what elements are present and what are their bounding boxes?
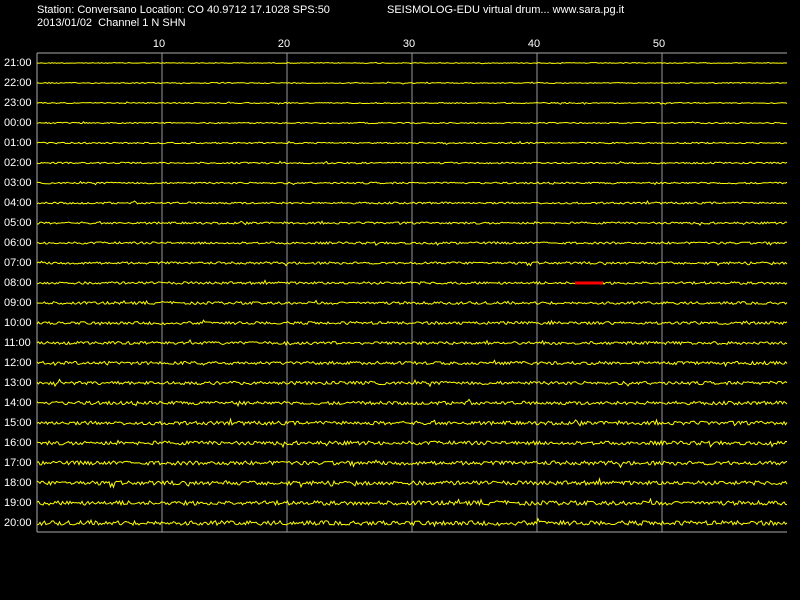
- hour-label: 21:00: [4, 57, 32, 69]
- seismic-trace: [36, 160, 788, 165]
- seismic-trace: [36, 378, 788, 388]
- hour-label: 13:00: [4, 377, 32, 389]
- hour-label: 11:00: [4, 337, 31, 349]
- hour-label: 15:00: [4, 417, 32, 429]
- seismic-trace: [36, 398, 788, 408]
- seismic-trace: [36, 260, 788, 267]
- minute-tick-label: 20: [278, 38, 290, 50]
- app-title: SEISMOLOG-EDU virtual drum... www.sara.p…: [387, 4, 624, 16]
- hour-label: 07:00: [4, 257, 32, 269]
- seismic-trace: [36, 459, 788, 469]
- seismic-trace: [36, 497, 788, 507]
- seismic-trace: [36, 439, 788, 449]
- hour-label: 06:00: [4, 237, 32, 249]
- seismic-trace: [36, 359, 788, 368]
- hour-label: 14:00: [4, 397, 32, 409]
- seismic-trace: [36, 220, 788, 226]
- hour-label: 23:00: [4, 97, 32, 109]
- seismic-trace: [36, 61, 788, 65]
- hour-label: 04:00: [4, 197, 32, 209]
- seismic-trace: [36, 279, 788, 286]
- hour-label: 00:00: [4, 117, 32, 129]
- seismic-trace: [36, 199, 788, 205]
- hour-label: 19:00: [4, 497, 32, 509]
- seismic-trace: [36, 517, 788, 528]
- hour-label: 02:00: [4, 157, 32, 169]
- seismic-trace: [36, 140, 788, 146]
- seismic-trace: [36, 81, 788, 85]
- hour-label: 16:00: [4, 437, 32, 449]
- station-info: Station: Conversano Location: CO 40.9712…: [37, 4, 330, 16]
- seismic-trace: [36, 319, 788, 326]
- minute-tick-label: 40: [528, 38, 540, 50]
- seismic-trace: [36, 241, 788, 247]
- seismic-trace: [36, 101, 788, 105]
- hour-label: 03:00: [4, 177, 32, 189]
- seismic-trace: [36, 476, 788, 489]
- hour-label: 08:00: [4, 277, 32, 289]
- date-channel: 2013/01/02 Channel 1 N SHN: [37, 17, 186, 29]
- seismic-trace: [36, 339, 788, 347]
- hour-label: 09:00: [4, 297, 32, 309]
- hour-label: 20:00: [4, 517, 32, 529]
- hour-label: 22:00: [4, 77, 32, 89]
- hour-label: 10:00: [4, 317, 32, 329]
- minute-tick-label: 10: [153, 38, 165, 50]
- minute-tick-label: 30: [403, 38, 415, 50]
- seismic-trace: [36, 180, 788, 186]
- hour-label: 17:00: [4, 457, 32, 469]
- minute-tick-label: 50: [653, 38, 665, 50]
- hour-label: 18:00: [4, 477, 32, 489]
- seismic-trace: [36, 417, 788, 427]
- hour-label: 12:00: [4, 357, 32, 369]
- seismic-trace: [36, 121, 788, 125]
- seismic-trace: [36, 299, 788, 306]
- hour-label: 01:00: [4, 137, 32, 149]
- hour-label: 05:00: [4, 217, 32, 229]
